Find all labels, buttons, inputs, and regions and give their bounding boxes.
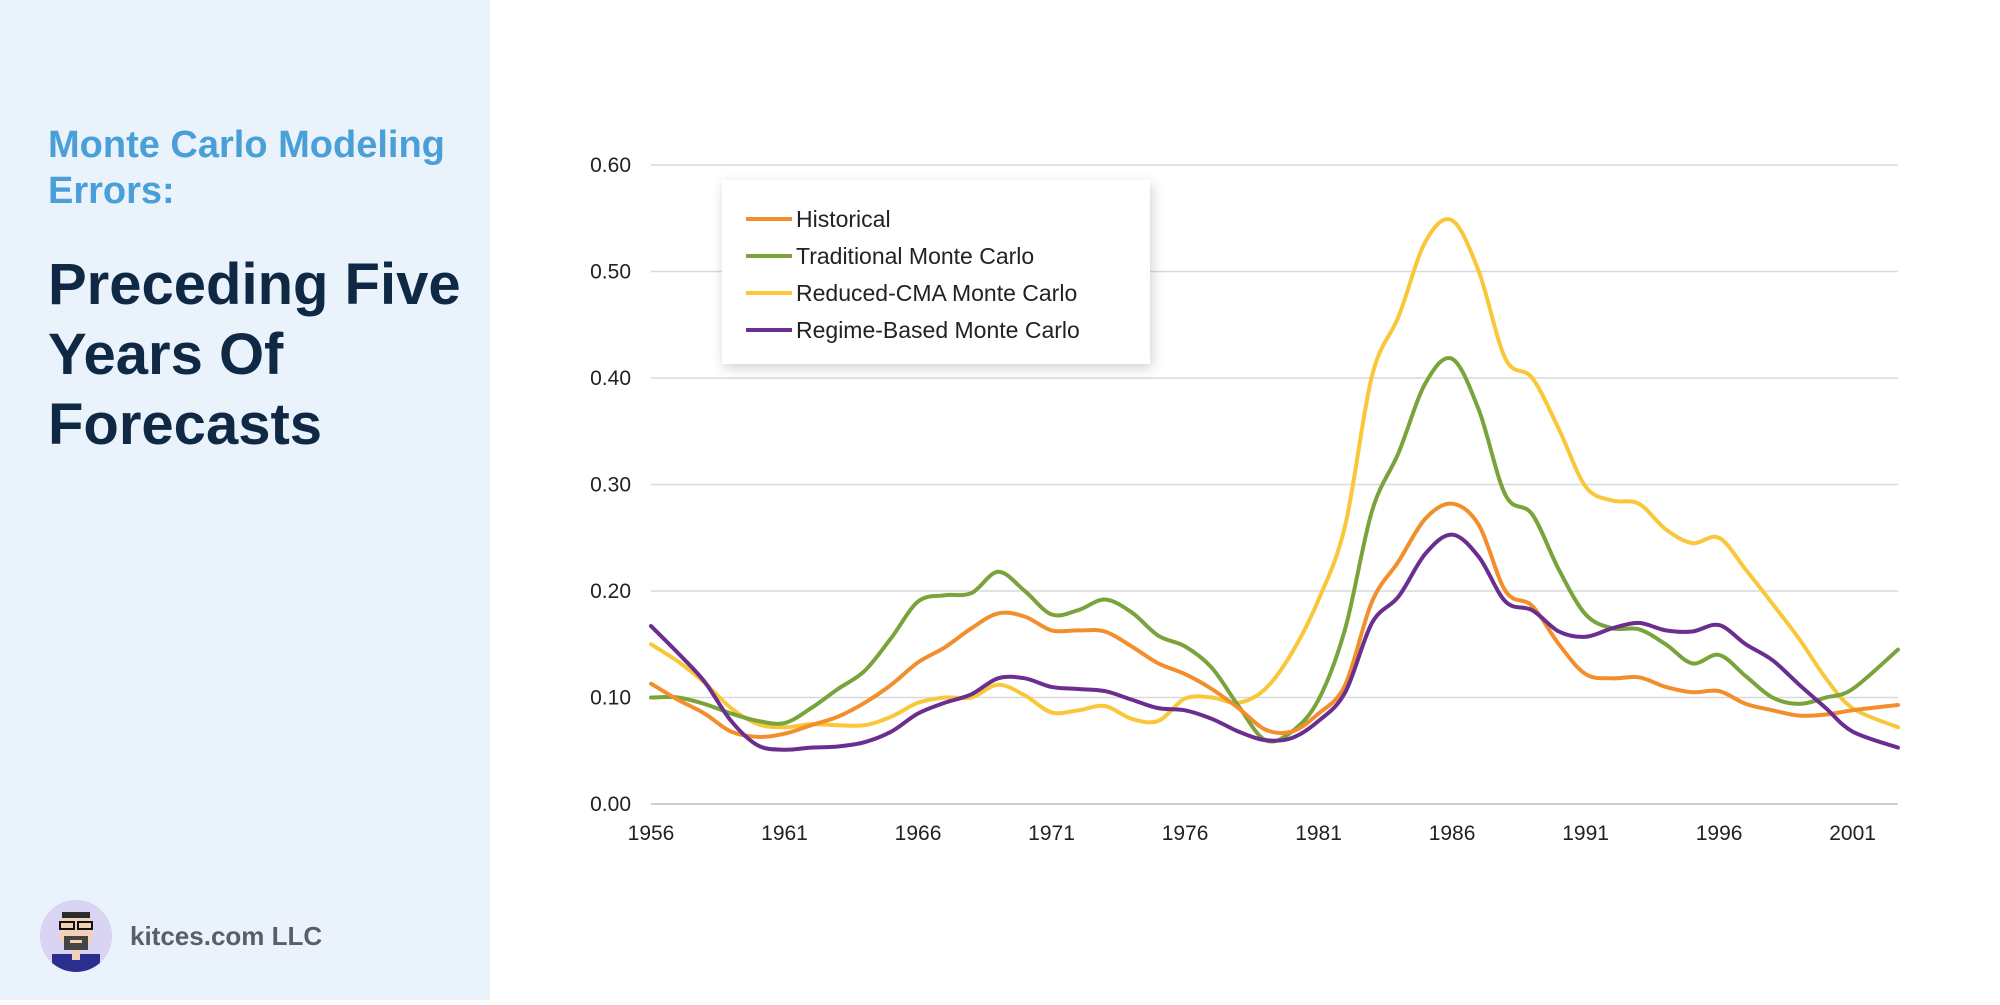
brand-label: kitces.com LLC (130, 920, 323, 951)
chart-area: 0.00 0.10 0.20 0.30 0.40 0.50 0.60 1956 1961 196… (490, 0, 2000, 1000)
y-tick-label: 0.10 (590, 687, 631, 710)
y-tick-label: 0.40 (590, 367, 631, 390)
legend-box (722, 180, 1150, 364)
x-tick-label: 1971 (1028, 822, 1075, 845)
avatar-icon (40, 900, 112, 972)
legend: Historical Traditional Monte Carlo Reduced… (722, 180, 1150, 364)
series-line-reduced-cma-monte-carlo (649, 217, 1900, 730)
series-lines (649, 217, 1900, 752)
x-tick-label: 1976 (1162, 822, 1209, 845)
x-tick-label: 1996 (1696, 822, 1743, 845)
x-tick-label: 1981 (1295, 822, 1342, 845)
chart-subtitle: Monte Carlo Modeling Errors: (48, 124, 445, 212)
x-tick-label: 1961 (761, 822, 808, 845)
page-title: Preceding Five Years Of Forecasts (48, 252, 461, 457)
avatar-pixel-art (40, 900, 112, 972)
legend-label: Traditional Monte Carlo (796, 243, 1034, 269)
brand: kitces.com LLC (40, 900, 322, 972)
x-tick-label: 1991 (1562, 822, 1609, 845)
y-axis: 0.00 0.10 0.20 0.30 0.40 0.50 0.60 (590, 154, 631, 816)
y-tick-label: 0.00 (590, 793, 631, 816)
sidebar: Monte Carlo Modeling Errors: Preceding F… (0, 0, 490, 1000)
x-tick-label: 2001 (1829, 822, 1876, 845)
x-tick-label: 1986 (1429, 822, 1476, 845)
line-chart: 0.00 0.10 0.20 0.30 0.40 0.50 0.60 1956 1961 196… (590, 154, 1900, 845)
x-tick-label: 1966 (895, 822, 942, 845)
legend-label: Regime-Based Monte Carlo (796, 317, 1080, 343)
legend-label: Historical (796, 206, 891, 232)
y-tick-label: 0.20 (590, 580, 631, 603)
y-tick-label: 0.60 (590, 154, 631, 177)
series-line-historical (649, 501, 1900, 739)
x-axis: 1956 1961 1966 1971 1976 1981 1986 1991 1996 2001 (628, 822, 1876, 845)
legend-label: Reduced-CMA Monte Carlo (796, 280, 1077, 306)
series-line-regime-based-monte-carlo (649, 532, 1900, 752)
series-line-traditional-monte-carlo (649, 355, 1900, 744)
x-tick-label: 1956 (628, 822, 675, 845)
y-tick-label: 0.30 (590, 474, 631, 497)
y-tick-label: 0.50 (590, 261, 631, 284)
